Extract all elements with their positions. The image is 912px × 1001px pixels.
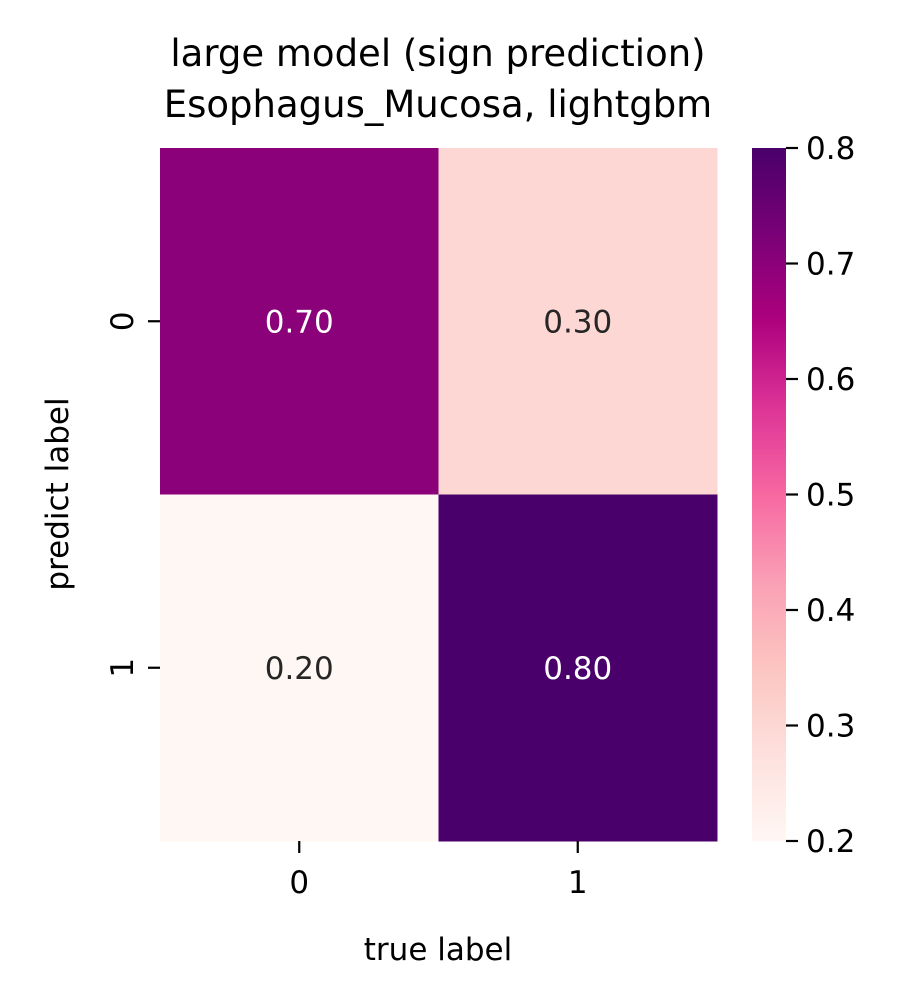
cell-value-label: 0.80 xyxy=(543,651,612,687)
y-axis-label: predict label xyxy=(40,397,76,590)
cell-value-label: 0.20 xyxy=(265,651,334,687)
colorbar-tick-label: 0.7 xyxy=(806,247,855,283)
colorbar xyxy=(752,148,786,841)
heatmap-cell xyxy=(160,148,439,495)
colorbar-tick-label: 0.4 xyxy=(806,593,855,629)
colorbar-tick-label: 0.5 xyxy=(806,478,855,514)
colorbar-tick-label: 0.6 xyxy=(806,362,855,398)
colorbar-ticks: 0.8 0.7 0.6 0.5 0.4 0.3 0.2 xyxy=(786,131,855,860)
colorbar-tick-label: 0.8 xyxy=(806,131,855,167)
heatmap-cell xyxy=(438,148,718,495)
colorbar-tick-label: 0.3 xyxy=(806,709,855,745)
heatmap-cells xyxy=(160,148,718,842)
y-tick-label: 0 xyxy=(105,311,141,331)
chart-title-line-1: large model (sign prediction) xyxy=(170,32,705,75)
heatmap-cell-labels: 0.70 0.30 0.20 0.80 xyxy=(265,304,613,687)
cell-value-label: 0.70 xyxy=(265,304,334,340)
x-tick-label: 1 xyxy=(568,865,588,901)
heatmap-cell xyxy=(160,494,439,842)
heatmap-cell xyxy=(438,494,718,842)
chart-title-line-2: Esophagus_Mucosa, lightgbm xyxy=(164,83,712,126)
y-tick-label: 1 xyxy=(105,658,141,678)
x-axis-label: true label xyxy=(364,932,512,968)
x-tick-label: 0 xyxy=(289,865,309,901)
cell-value-label: 0.30 xyxy=(543,304,612,340)
colorbar-tick-label: 0.2 xyxy=(806,824,855,860)
y-axis-ticks: 01 xyxy=(105,311,160,678)
